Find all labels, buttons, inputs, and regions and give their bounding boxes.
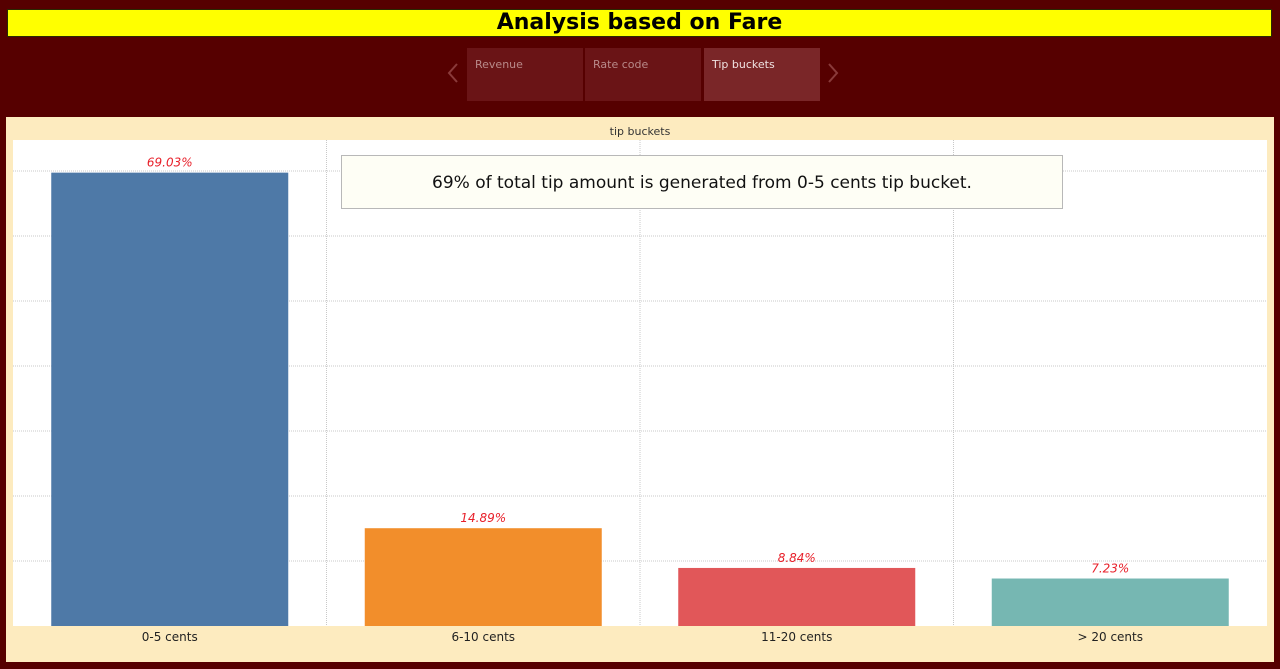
- dashboard-title: Analysis based on Fare: [7, 9, 1272, 37]
- chart-panel: tip buckets 69.03% 0-5 cents 14.89% 6-10 ce…: [6, 117, 1274, 662]
- chart-title: tip buckets: [609, 125, 671, 138]
- bar-1[interactable]: [51, 172, 289, 626]
- bar-value-label: 14.89%: [460, 511, 506, 525]
- bar-2[interactable]: [364, 528, 602, 626]
- annotation-box: 69% of total tip amount is generated fro…: [341, 155, 1063, 209]
- next-tab-button[interactable]: [823, 58, 843, 88]
- bar-value-label: 8.84%: [778, 551, 816, 565]
- category-label: 6-10 cents: [451, 630, 515, 644]
- previous-tab-button[interactable]: [443, 58, 463, 88]
- tab-rate-code[interactable]: Rate code: [585, 48, 701, 101]
- bar-value-label: 7.23%: [1091, 562, 1129, 576]
- category-label: 0-5 cents: [142, 630, 198, 644]
- tab-tip-buckets-label: Tip buckets: [712, 58, 775, 71]
- bar-value-label: 69.03%: [147, 156, 193, 170]
- category-label: > 20 cents: [1078, 630, 1144, 644]
- bar-4[interactable]: [991, 578, 1229, 626]
- tab-revenue[interactable]: Revenue: [467, 48, 583, 101]
- tab-rate-code-label: Rate code: [593, 58, 649, 71]
- tab-revenue-label: Revenue: [475, 58, 523, 71]
- chevron-right-icon: [828, 63, 839, 83]
- chevron-left-icon: [447, 63, 458, 83]
- bar-chart: 69.03% 0-5 cents 14.89% 6-10 cents 8.84% 11-2…: [13, 140, 1267, 644]
- category-label: 11-20 cents: [761, 630, 832, 644]
- bar-3[interactable]: [678, 567, 916, 626]
- tab-tip-buckets[interactable]: Tip buckets: [704, 48, 820, 101]
